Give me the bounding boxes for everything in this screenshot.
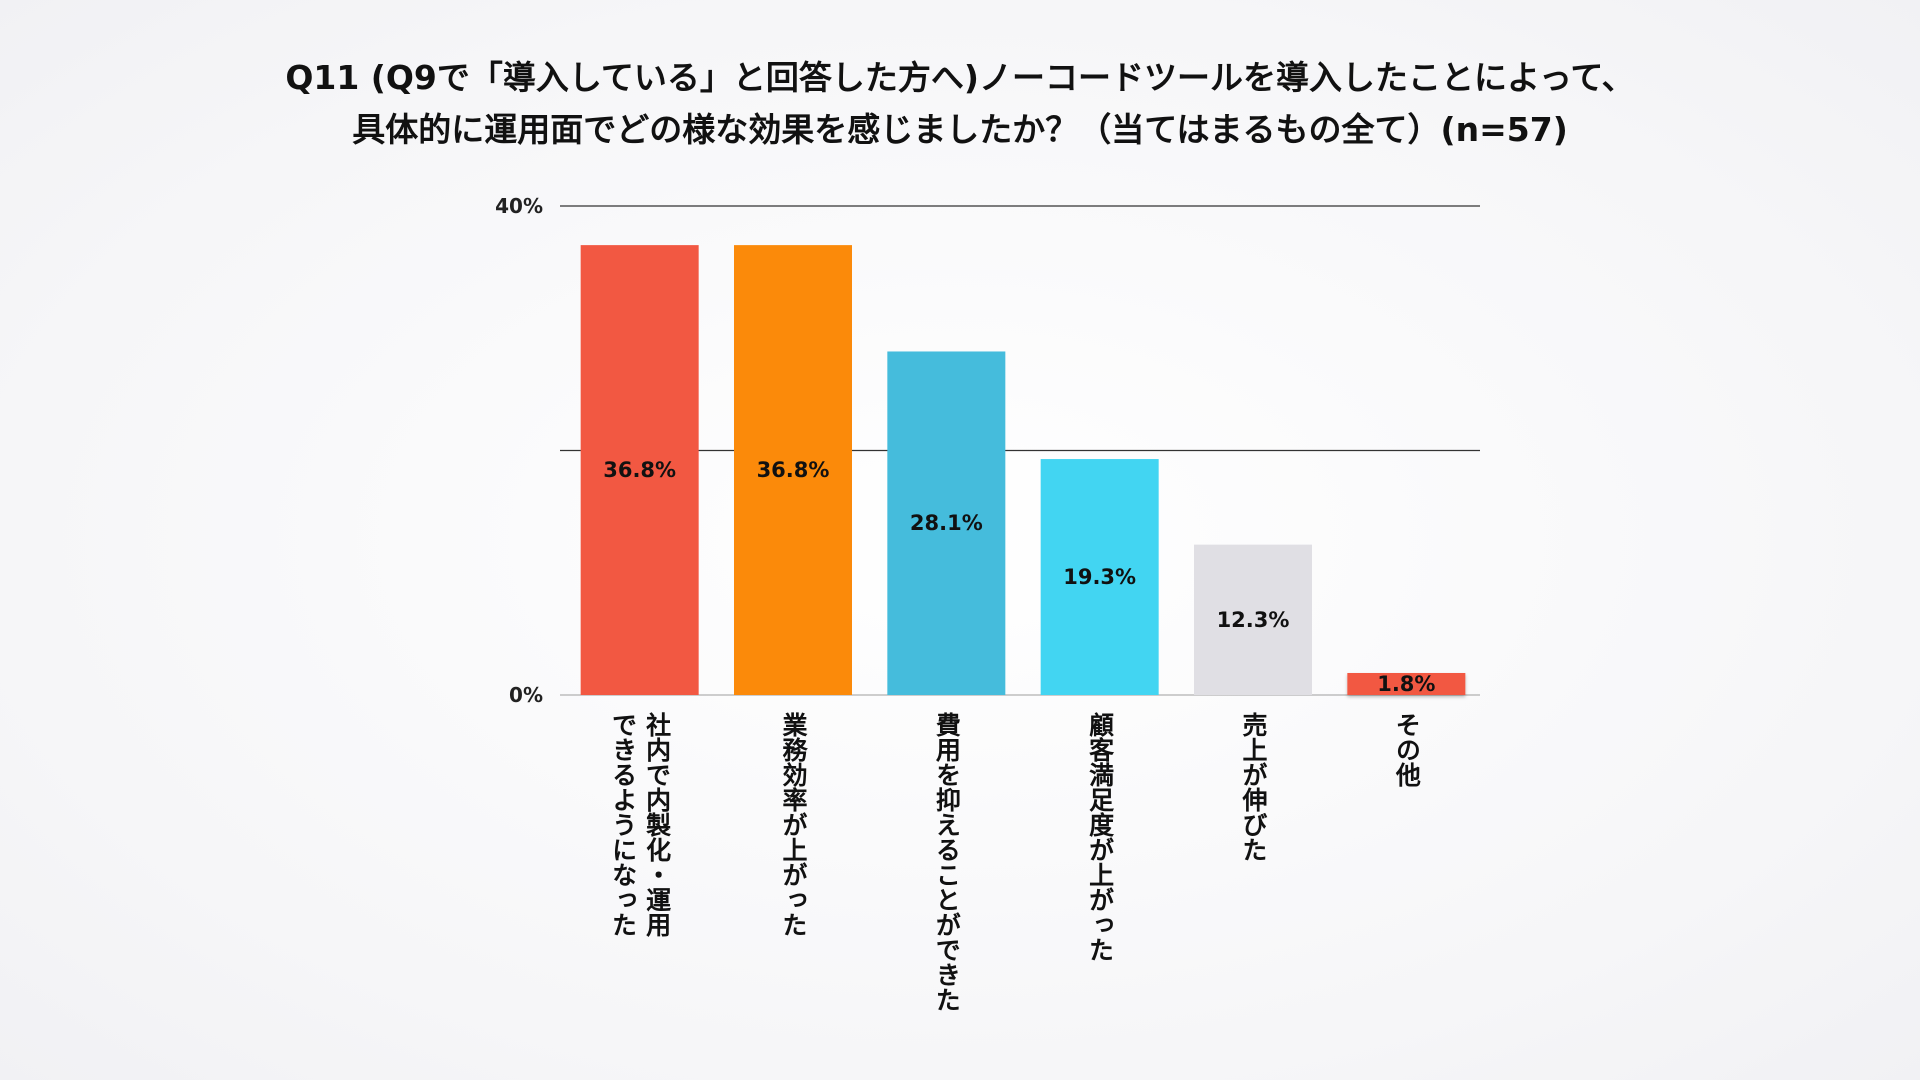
x-tick-label-line: 社内で内製化・運用 bbox=[642, 712, 672, 937]
data-label: 28.1% bbox=[910, 511, 983, 535]
chart-title: Q11 (Q9で「導入している」と回答した方へ)ノーコードツールを導入したことに… bbox=[0, 52, 1920, 156]
data-label: 12.3% bbox=[1217, 608, 1290, 632]
x-tick-label-line: 費用を抑えることができた bbox=[932, 712, 962, 1012]
x-tick-label: 社内で内製化・運用 できるようになった bbox=[580, 712, 700, 937]
bar-5 bbox=[1194, 544, 1312, 695]
x-tick-label-line: 顧客満足度が上がった bbox=[1085, 712, 1115, 962]
x-tick-label: 売上が伸びた bbox=[1193, 712, 1313, 862]
x-tick-label-line: できるようになった bbox=[608, 712, 638, 937]
x-tick-label-line: 売上が伸びた bbox=[1239, 712, 1268, 862]
x-tick-label-line: その他 bbox=[1392, 712, 1422, 787]
chart-title-line1: Q11 (Q9で「導入している」と回答した方へ)ノーコードツールを導入したことに… bbox=[285, 58, 1635, 97]
data-label: 19.3% bbox=[1063, 565, 1136, 589]
data-label: 36.8% bbox=[603, 458, 676, 482]
chart-title-line2: 具体的に運用面でどの様な効果を感じましたか？（当てはまるもの全て）(n=57) bbox=[352, 110, 1568, 149]
bar-6 bbox=[1347, 672, 1466, 695]
data-label: 1.8% bbox=[1377, 672, 1435, 696]
bar-1 bbox=[580, 245, 699, 695]
bar-2 bbox=[734, 245, 852, 695]
x-tick-label: 業務効率が上がった bbox=[733, 712, 853, 937]
x-tick-label: 費用を抑えることができた bbox=[886, 712, 1006, 1012]
data-label: 36.8% bbox=[757, 458, 830, 482]
y-tick-label: 40% bbox=[495, 194, 543, 218]
y-tick-label: 0% bbox=[509, 683, 543, 707]
bar-3 bbox=[887, 351, 1006, 695]
x-tick-label-line: 業務効率が上がった bbox=[779, 712, 808, 937]
bar-4 bbox=[1040, 459, 1159, 695]
x-tick-label: 顧客満足度が上がった bbox=[1040, 712, 1160, 962]
x-tick-label: その他 bbox=[1346, 712, 1466, 787]
